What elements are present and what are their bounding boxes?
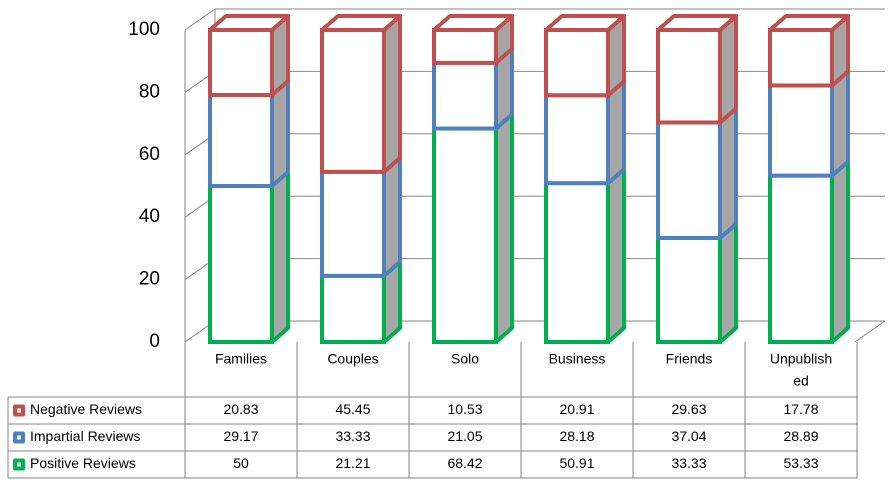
category-label: Couples bbox=[327, 351, 378, 367]
y-tick-label: 40 bbox=[139, 206, 160, 227]
table-cell-value: 53.33 bbox=[783, 455, 818, 471]
y-tick-label: 60 bbox=[139, 144, 160, 165]
bar-segment bbox=[210, 30, 272, 95]
bar-side-face bbox=[496, 115, 512, 342]
bar-segment bbox=[770, 85, 832, 175]
bar-top-face bbox=[322, 16, 400, 30]
table-cell-value: 33.33 bbox=[671, 455, 706, 471]
bar-side-face bbox=[720, 16, 736, 122]
bar-segment bbox=[658, 30, 720, 122]
table-cell-value: 29.17 bbox=[223, 428, 258, 444]
data-table: Families Couples Solo Business Friends Unpubl… bbox=[8, 342, 857, 478]
category-label: ed bbox=[793, 373, 809, 389]
category-label: Business bbox=[549, 351, 606, 367]
bar-segment bbox=[210, 95, 272, 186]
bar-segment bbox=[434, 129, 496, 342]
legend-key-center bbox=[17, 409, 21, 413]
bar-side-face bbox=[272, 172, 288, 342]
bar-side-face bbox=[720, 224, 736, 342]
bar-side-face bbox=[272, 81, 288, 186]
bar-side-face bbox=[384, 158, 400, 276]
bar-side-face bbox=[608, 81, 624, 183]
legend-label: Negative Reviews bbox=[30, 401, 142, 417]
table-cell-value: 50.91 bbox=[559, 455, 594, 471]
category-label: Unpublish bbox=[770, 351, 832, 367]
bar-segment bbox=[322, 30, 384, 172]
bar-unpublished bbox=[770, 16, 848, 342]
bar-top-face bbox=[546, 16, 624, 30]
bar-segment bbox=[546, 30, 608, 95]
bar-couples bbox=[322, 16, 400, 342]
bar-segment bbox=[434, 63, 496, 129]
table-cell-value: 50 bbox=[233, 455, 249, 471]
y-tick-label: 20 bbox=[139, 269, 160, 290]
table-cell-value: 29.63 bbox=[671, 401, 706, 417]
bar-segment bbox=[658, 238, 720, 342]
table-cell-value: 33.33 bbox=[335, 428, 370, 444]
floor-edge-right bbox=[855, 321, 885, 342]
bar-layer bbox=[210, 16, 848, 342]
table-cell-value: 28.89 bbox=[783, 428, 818, 444]
table-cell-value: 68.42 bbox=[447, 455, 482, 471]
y-tick-label: 80 bbox=[139, 81, 160, 102]
y-tick-label: 0 bbox=[149, 331, 160, 352]
bar-friends bbox=[658, 16, 736, 342]
bar-families bbox=[210, 16, 288, 342]
bar-side-face bbox=[832, 71, 848, 175]
table-cell-value: 20.83 bbox=[223, 401, 258, 417]
table-cell-value: 21.05 bbox=[447, 428, 482, 444]
category-label: Solo bbox=[451, 351, 479, 367]
bar-side-face bbox=[608, 169, 624, 342]
table-cell-value: 20.91 bbox=[559, 401, 594, 417]
bar-segment bbox=[770, 30, 832, 85]
bar-side-face bbox=[384, 16, 400, 172]
legend-key-center bbox=[17, 463, 21, 467]
bar-side-face bbox=[832, 162, 848, 342]
bar-side-face bbox=[720, 108, 736, 238]
legend-label: Impartial Reviews bbox=[30, 428, 140, 444]
table-cell-value: 10.53 bbox=[447, 401, 482, 417]
table-cell-value: 37.04 bbox=[671, 428, 706, 444]
bar-top-face bbox=[434, 16, 512, 30]
y-tick-label: 100 bbox=[128, 19, 160, 40]
table-cell-value: 45.45 bbox=[335, 401, 370, 417]
bar-segment bbox=[434, 30, 496, 63]
bar-solo bbox=[434, 16, 512, 342]
bar-segment bbox=[658, 122, 720, 238]
bar-top-face bbox=[210, 16, 288, 30]
legend-key-center bbox=[17, 436, 21, 440]
bar-segment bbox=[322, 172, 384, 276]
table-cell-value: 17.78 bbox=[783, 401, 818, 417]
category-label: Families bbox=[215, 351, 267, 367]
bar-top-face bbox=[770, 16, 848, 30]
bar-business bbox=[546, 16, 624, 342]
bar-segment bbox=[546, 95, 608, 183]
table-cell-value: 28.18 bbox=[559, 428, 594, 444]
table-cell-value: 21.21 bbox=[335, 455, 370, 471]
bar-segment bbox=[546, 183, 608, 342]
bar-segment bbox=[770, 176, 832, 342]
bar-segment bbox=[210, 186, 272, 342]
gridline-side bbox=[185, 9, 215, 30]
bar-top-face bbox=[658, 16, 736, 30]
category-label: Friends bbox=[666, 351, 713, 367]
bar-segment bbox=[322, 276, 384, 342]
legend-label: Positive Reviews bbox=[30, 455, 136, 471]
